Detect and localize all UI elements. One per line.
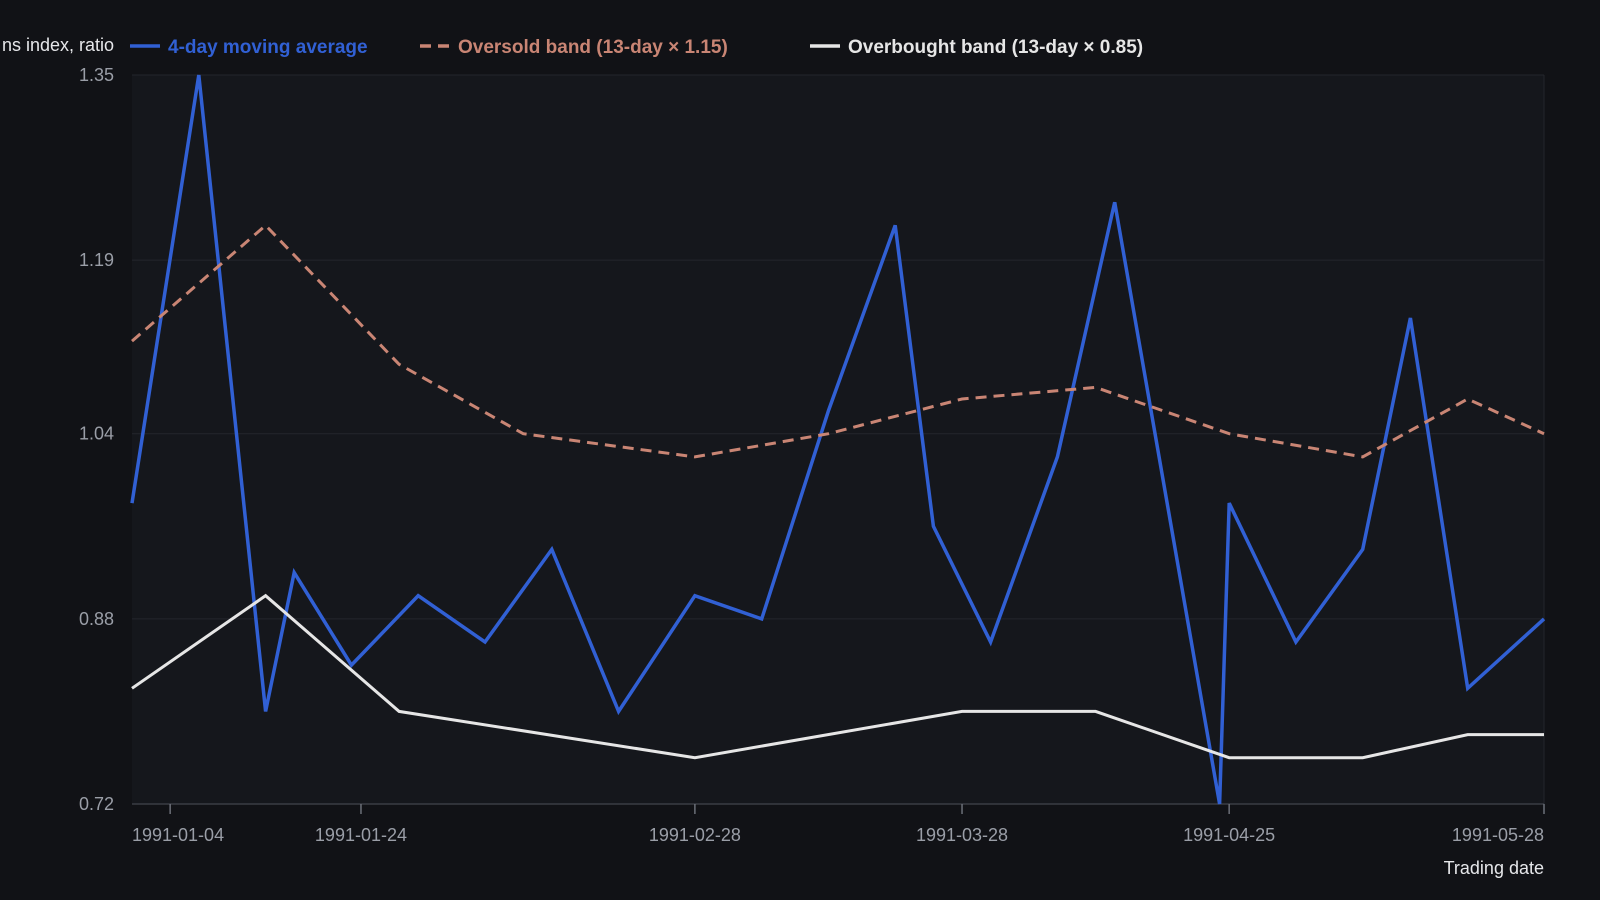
series-line-2 [131,223,1545,459]
x-tick-label: 1991-03-28 [916,825,1008,845]
plot-area [132,75,1544,804]
x-tick-label: 1991-05-28 [1452,825,1544,845]
series-line-1 [130,74,1546,805]
y-axis-label: ns index, ratio [2,35,114,55]
legend-label: Overbought band (13-day × 0.85) [848,37,1143,58]
y-tick-label: 1.19 [79,250,114,270]
legend-label: 4-day moving average [168,37,368,58]
series-lines [130,74,1546,805]
grid-lines [132,74,1545,804]
y-axis-ticks: 1.35 1.19 1.04 0.88 0.72 [79,65,114,814]
y-tick-label: 1.04 [79,424,114,444]
y-tick-label: 0.72 [79,794,114,814]
x-tick-label: 1991-01-24 [315,825,407,845]
x-tick-label: 1991-01-04 [132,825,224,845]
x-tick-label: 1991-04-25 [1183,825,1275,845]
legend-label: Oversold band (13-day × 1.15) [458,37,728,58]
y-tick-label: 1.35 [79,65,114,85]
legend: 4-day moving average Oversold band (13-da… [130,37,1143,58]
x-axis-label: Trading date [1444,858,1544,878]
y-tick-label: 0.88 [79,609,114,629]
series-line-3 [131,593,1544,760]
x-axis-ticks: 1991-01-04 1991-01-24 1991-02-28 1991-03-28… [132,804,1545,845]
x-tick-label: 1991-02-28 [649,825,741,845]
